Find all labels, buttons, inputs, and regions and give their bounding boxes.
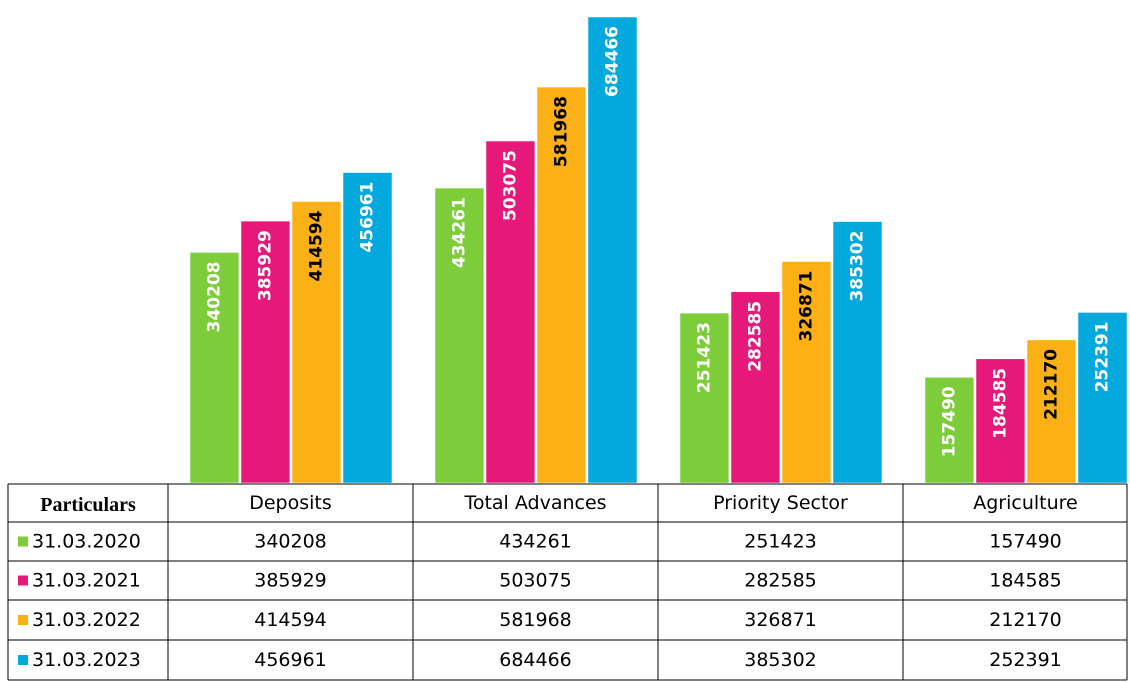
bar — [830, 219, 885, 486]
table-value: 282585 — [744, 570, 817, 592]
table-header: Particulars — [40, 494, 136, 516]
column-header: Priority Sector — [713, 492, 848, 514]
bar-label: 252391 — [1093, 321, 1113, 392]
table-value: 684466 — [499, 649, 572, 671]
bar — [483, 138, 538, 486]
table-value: 184585 — [989, 570, 1062, 592]
table-value: 212170 — [989, 609, 1062, 631]
table-value: 581968 — [499, 609, 572, 631]
bar — [585, 14, 640, 486]
bar-label: 282585 — [746, 301, 766, 372]
bar-label: 581968 — [552, 96, 572, 167]
table-value: 456961 — [254, 649, 327, 671]
table-value: 326871 — [744, 609, 817, 631]
row-label: 31.03.2021 — [32, 570, 141, 592]
bar — [728, 289, 783, 486]
bar-label: 251423 — [695, 322, 715, 393]
table-value: 252391 — [989, 649, 1062, 671]
table-value: 385929 — [254, 570, 327, 592]
bar — [187, 250, 242, 486]
legend-swatch — [18, 655, 28, 665]
bar — [973, 356, 1028, 486]
row-label: 31.03.2020 — [32, 531, 141, 553]
column-header: Agriculture — [973, 492, 1078, 514]
bar-label: 385302 — [848, 231, 868, 302]
bar-label: 456961 — [358, 182, 378, 253]
bar-label: 157490 — [940, 386, 960, 457]
table-value: 503075 — [499, 570, 572, 592]
bar-label: 414594 — [307, 210, 327, 281]
bar-label: 385929 — [256, 230, 276, 301]
table-value: 385302 — [744, 649, 817, 671]
bar-label: 326871 — [797, 271, 817, 342]
legend-swatch — [18, 575, 28, 586]
legend-swatch — [18, 615, 28, 625]
bar — [340, 170, 395, 486]
bar-label: 184585 — [991, 368, 1011, 439]
bar-label: 503075 — [501, 150, 521, 221]
bar — [238, 218, 293, 486]
table-value: 414594 — [254, 609, 327, 631]
bar-label: 340208 — [205, 261, 225, 332]
row-label: 31.03.2022 — [32, 609, 141, 631]
column-header: Deposits — [249, 492, 332, 514]
bar-label: 684466 — [603, 26, 623, 97]
table-value: 340208 — [254, 531, 327, 553]
row-label: 31.03.2023 — [32, 649, 141, 671]
legend-swatch — [18, 536, 28, 547]
table-value: 157490 — [989, 531, 1062, 553]
table-value: 251423 — [744, 531, 817, 553]
table-value: 434261 — [499, 531, 572, 553]
column-header: Total Advances — [463, 492, 606, 514]
bar-label: 434261 — [450, 197, 470, 268]
bar — [1075, 310, 1130, 486]
bar-label: 212170 — [1042, 349, 1062, 420]
